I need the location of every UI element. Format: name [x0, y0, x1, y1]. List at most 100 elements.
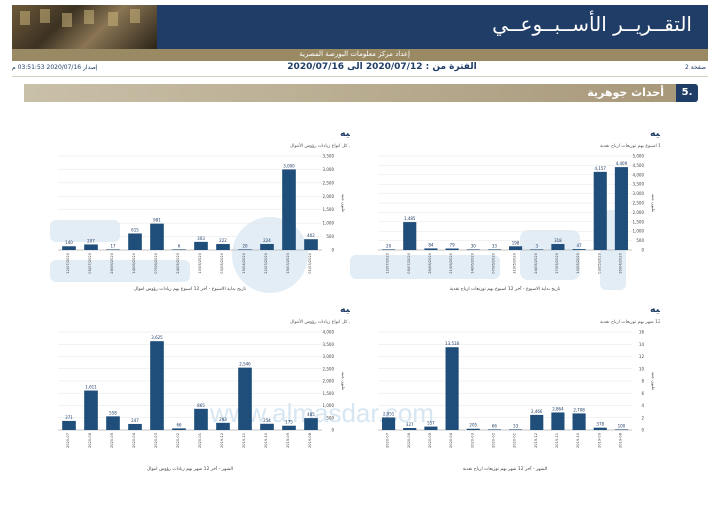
x-tick-label: 2020-02	[491, 433, 495, 448]
y-tick-label: 500	[636, 238, 644, 243]
y-tick-label: 0	[641, 248, 644, 253]
y-tick-label: 2	[641, 415, 644, 420]
x-tick-label: 12/07/2020	[386, 252, 390, 273]
x-tick-label: 2019-08	[308, 432, 312, 448]
data-label: 2,466	[531, 409, 543, 414]
y-tick-label: 1,000	[633, 229, 645, 234]
data-label: 2,864	[552, 406, 564, 411]
monthly-capital-chart: زيادات رؤوس الأموال شهريا بالمليون جنيه ت…	[58, 303, 350, 472]
data-label: 224	[263, 238, 271, 243]
y-axis-label: مليون جنيه	[651, 372, 656, 390]
x-tick-label: 2019-09	[597, 432, 601, 448]
data-label: 207	[87, 238, 95, 243]
x-tick-label: 2020-01	[198, 433, 202, 448]
y-tick-label: 1,500	[323, 207, 335, 212]
x-tick-label: 14/06/2020	[132, 252, 136, 273]
y-tick-label: 2,500	[323, 180, 335, 185]
data-label: 1,611	[85, 385, 97, 390]
data-label: 318	[554, 238, 562, 243]
data-label: 303	[197, 236, 205, 241]
x-tick-label: 05/07/2020	[407, 252, 411, 273]
bar	[150, 341, 164, 430]
y-tick-label: 6	[641, 391, 644, 396]
x-tick-label: 2020-07	[386, 433, 390, 448]
x-axis-label: تاريخ بداية الاسبوع - آخر 12 اسبوع بهم ز…	[134, 286, 247, 292]
x-tick-label: 21/06/2020	[449, 252, 453, 273]
data-label: 378	[596, 422, 604, 427]
data-label: 13,518	[445, 341, 459, 346]
bar	[466, 428, 480, 430]
data-label: 33	[513, 423, 519, 428]
bar	[572, 413, 586, 430]
bar	[84, 244, 98, 250]
bar	[304, 418, 318, 430]
bar	[445, 347, 459, 430]
x-tick-label: 26/04/2020	[618, 252, 622, 273]
y-tick-label: 4,000	[633, 172, 645, 177]
bar	[424, 248, 438, 250]
data-label: 327	[406, 422, 414, 427]
y-tick-label: 500	[326, 415, 334, 420]
data-label: 100	[618, 423, 626, 428]
data-label: 222	[219, 238, 227, 243]
bar	[282, 169, 296, 250]
source-bar	[12, 49, 708, 61]
bar	[509, 429, 523, 430]
x-tick-label: 17/05/2020	[555, 252, 559, 273]
bar	[106, 249, 120, 250]
bar	[466, 249, 480, 250]
x-tick-label: 2019-12	[220, 433, 224, 448]
data-label: 402	[307, 233, 315, 238]
bar	[487, 249, 501, 250]
bar	[445, 248, 459, 250]
x-tick-label: 2019-09	[286, 432, 290, 448]
x-tick-label: 2020-07	[66, 433, 70, 448]
y-tick-label: 1,000	[323, 403, 335, 408]
x-tick-label: 2019-11	[555, 433, 559, 448]
weekly-dividends-chart: توزيعات الأرباح النقدية اسبوعيا بالمليون…	[378, 127, 660, 292]
x-tick-label: 14/06/2020	[470, 252, 474, 273]
bar	[128, 233, 142, 250]
issue-timestamp: إصدار 2020/07/16 03:51:53 م	[12, 64, 98, 71]
bar	[382, 417, 396, 430]
bar	[487, 429, 501, 430]
bar	[382, 249, 396, 250]
bar	[304, 239, 318, 250]
bar	[62, 420, 76, 430]
chart-subtitle: تشمل كل انواع زيادات رؤوس الأموال	[290, 318, 350, 325]
data-label: 1,485	[404, 216, 416, 221]
data-label: 247	[131, 418, 139, 423]
bar	[172, 249, 186, 250]
data-label: 371	[65, 415, 73, 420]
bar	[194, 408, 208, 430]
bar	[424, 426, 438, 430]
data-label: 4,157	[595, 166, 607, 171]
chart-title: زيادات رؤوس الأموال اسبوعيا بالمليون جني…	[340, 127, 350, 139]
section-bar	[24, 84, 688, 102]
x-tick-label: 22/03/2020	[264, 252, 268, 273]
data-label: 2,546	[239, 362, 251, 367]
y-tick-label: 0	[331, 248, 334, 253]
x-tick-label: 2020-06	[407, 432, 411, 448]
data-label: 3	[535, 243, 538, 248]
data-label: 485	[307, 412, 315, 417]
y-axis-label: مليون جنيه	[341, 194, 346, 212]
x-axis-label: تاريخ بداية الاسبوع - آخر 12 اسبوع بهم ت…	[450, 286, 561, 292]
data-label: 47	[577, 243, 583, 248]
x-tick-label: 31/05/2020	[513, 252, 517, 273]
data-label: 66	[492, 423, 498, 428]
y-tick-label: 2,500	[323, 366, 335, 371]
x-tick-label: 2019-08	[618, 432, 622, 448]
exchange-hall-photo	[12, 5, 157, 49]
data-label: 175	[285, 420, 293, 425]
x-axis-label: الشهر - آخر 12 شهر بهم توزيعات ارباح نقد…	[463, 466, 547, 472]
x-tick-label: 2020-03	[154, 433, 158, 448]
data-label: 558	[109, 410, 117, 415]
data-label: 3,000	[283, 163, 295, 168]
bar	[260, 423, 274, 430]
y-tick-label: 8	[641, 379, 644, 384]
data-label: 17	[110, 243, 116, 248]
data-label: 4,409	[616, 161, 628, 166]
bar	[614, 167, 628, 250]
chart-title: توزيعات الأرباح النقدية اسبوعيا بالمليون…	[650, 127, 660, 139]
